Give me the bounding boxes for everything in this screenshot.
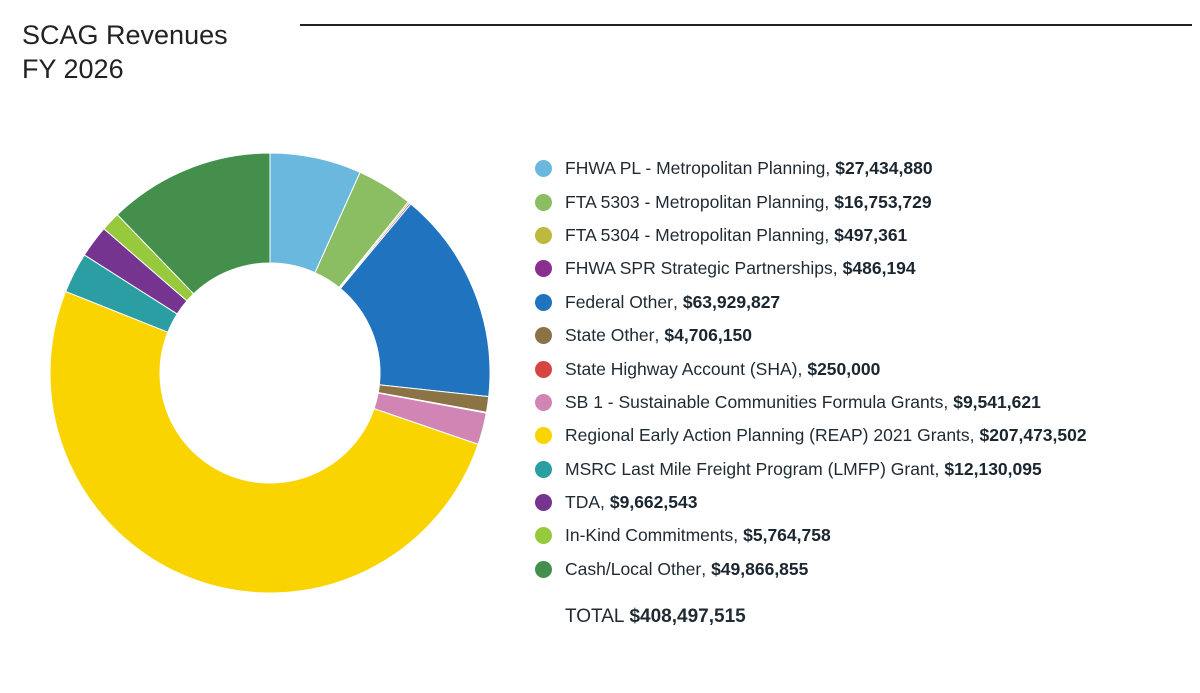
legend-label: FTA 5303 - Metropolitan Planning (565, 191, 825, 212)
donut-slice-13 (116, 152, 271, 295)
chart-title-line-1: SCAG Revenues (22, 20, 228, 50)
legend-separator: , (943, 391, 949, 412)
legend-value: $207,473,502 (979, 425, 1087, 446)
legend-separator: , (797, 358, 803, 379)
legend-value: $9,541,621 (953, 391, 1041, 412)
legend-value: $16,753,729 (834, 191, 932, 212)
legend-label: FTA 5304 - Metropolitan Planning (565, 224, 825, 245)
legend-item: State Highway Account (SHA), $250,000 (535, 352, 1195, 385)
legend-swatch-icon (535, 260, 552, 278)
legend-value: $497,361 (834, 224, 908, 245)
legend-swatch-icon (535, 327, 552, 345)
legend-label: Cash/Local Other (565, 558, 702, 579)
legend-swatch-icon (535, 460, 552, 478)
legend-value: $12,130,095 (944, 458, 1042, 479)
legend-value: $5,764,758 (743, 525, 831, 546)
legend-separator: , (969, 425, 975, 446)
legend-value: $250,000 (807, 358, 881, 379)
legend-label: MSRC Last Mile Freight Program (LMFP) Gr… (565, 458, 935, 479)
legend-item: FTA 5303 - Metropolitan Planning, $16,753… (535, 185, 1195, 218)
chart-legend: FHWA PL - Metropolitan Planning, $27,434,… (535, 152, 1195, 586)
legend-label: SB 1 - Sustainable Communities Formula G… (565, 391, 944, 412)
chart-title: SCAG Revenues FY 2026 (22, 18, 228, 86)
legend-item: FTA 5304 - Metropolitan Planning, $497,36… (535, 219, 1195, 252)
legend-separator: , (701, 558, 707, 579)
legend-separator: , (672, 291, 678, 312)
legend-label: State Other (565, 325, 655, 346)
total-value: $408,497,515 (629, 606, 746, 627)
donut-chart (49, 152, 491, 594)
legend-item: Regional Early Action Planning (REAP) 20… (535, 419, 1195, 452)
legend-swatch-icon (535, 193, 552, 211)
legend-value: $63,929,827 (682, 291, 781, 312)
legend-item: FHWA PL - Metropolitan Planning, $27,434,… (535, 152, 1195, 185)
legend-separator: , (832, 258, 838, 279)
legend-swatch-icon (535, 427, 552, 445)
legend-value: $486,194 (842, 258, 916, 279)
legend-item: MSRC Last Mile Freight Program (LMFP) Gr… (535, 453, 1195, 486)
legend-separator: , (825, 158, 831, 179)
legend-separator: , (824, 224, 830, 245)
legend-item: State Other, $4,706,150 (535, 319, 1195, 352)
legend-item: TDA, $9,662,543 (535, 486, 1195, 519)
legend-separator: , (733, 525, 739, 546)
legend-item: Cash/Local Other, $49,866,855 (535, 553, 1195, 586)
header-rule (300, 24, 1192, 26)
legend-separator: , (824, 191, 830, 212)
legend-swatch-icon (535, 393, 552, 411)
legend-swatch-icon (535, 360, 552, 378)
legend-swatch-icon (535, 494, 552, 512)
legend-label: Federal Other (565, 291, 673, 312)
legend-label: TDA (565, 492, 600, 513)
donut-slice-5 (339, 203, 491, 398)
total-line: TOTAL $408,497,515 (565, 606, 746, 628)
legend-value: $4,706,150 (664, 325, 752, 346)
legend-item: SB 1 - Sustainable Communities Formula G… (535, 386, 1195, 419)
legend-swatch-icon (535, 293, 552, 311)
legend-label: Regional Early Action Planning (REAP) 20… (565, 425, 970, 446)
total-label: TOTAL (565, 606, 625, 627)
legend-label: State Highway Account (SHA) (565, 358, 798, 379)
legend-value: $9,662,543 (609, 492, 698, 513)
legend-swatch-icon (535, 226, 552, 244)
legend-separator: , (934, 458, 940, 479)
legend-label: In-Kind Commitments (565, 525, 734, 546)
legend-label: FHWA PL - Metropolitan Planning (565, 158, 826, 179)
legend-value: $49,866,855 (711, 558, 809, 579)
legend-label: FHWA SPR Strategic Partnerships (565, 258, 833, 279)
legend-separator: , (654, 325, 660, 346)
legend-separator: , (600, 492, 605, 513)
legend-item: Federal Other, $63,929,827 (535, 286, 1195, 319)
legend-value: $27,434,880 (835, 158, 933, 179)
donut-slice-9 (49, 290, 479, 594)
legend-swatch-icon (535, 560, 552, 578)
legend-item: FHWA SPR Strategic Partnerships, $486,194 (535, 252, 1195, 285)
legend-swatch-icon (535, 527, 552, 545)
legend-swatch-icon (535, 160, 552, 178)
legend-item: In-Kind Commitments, $5,764,758 (535, 519, 1195, 552)
chart-title-line-2: FY 2026 (22, 54, 124, 84)
